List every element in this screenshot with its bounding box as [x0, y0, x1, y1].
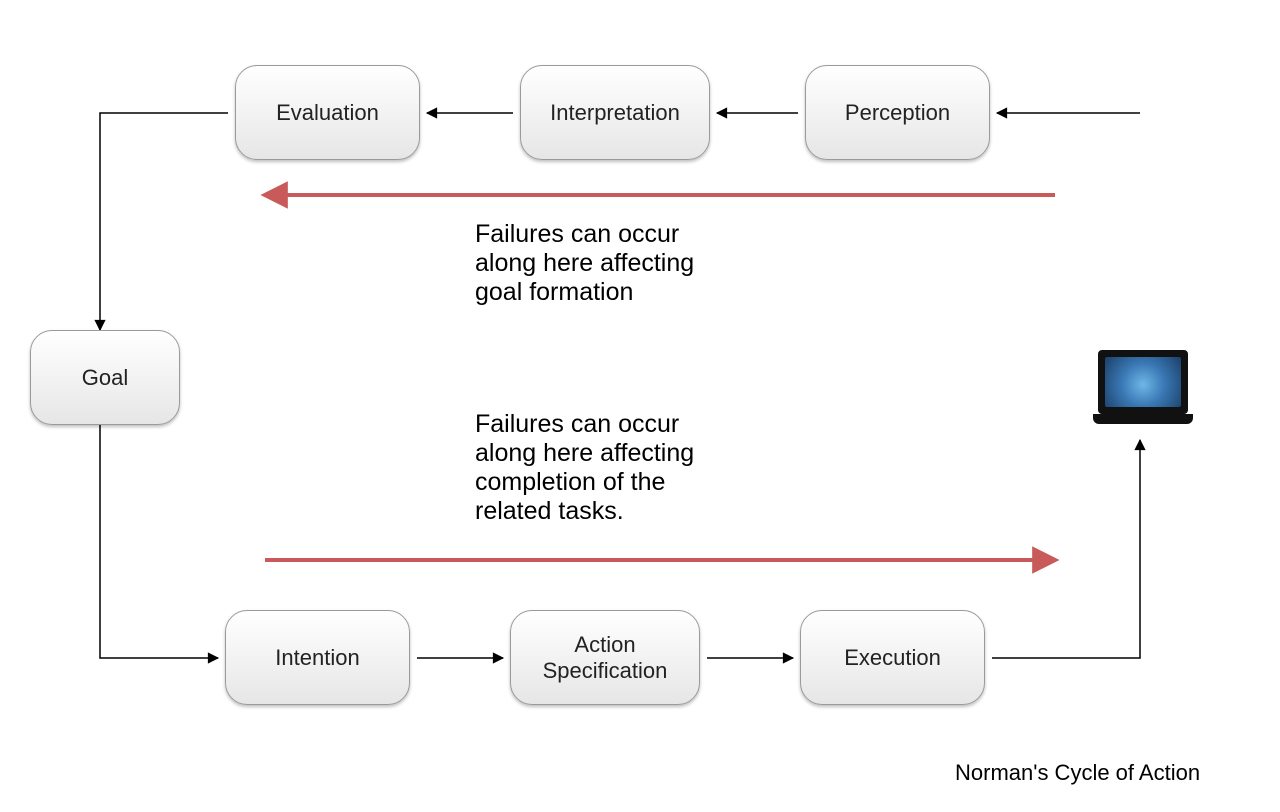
node-action-specification: Action Specification [510, 610, 700, 705]
node-label: Interpretation [550, 100, 680, 125]
node-intention: Intention [225, 610, 410, 705]
node-label: Perception [845, 100, 950, 125]
diagram-caption: Norman's Cycle of Action [955, 760, 1200, 786]
annotation-bottom: Failures can occur along here affecting … [475, 410, 694, 526]
node-label: Intention [275, 645, 359, 670]
node-label: Evaluation [276, 100, 379, 125]
node-execution: Execution [800, 610, 985, 705]
node-evaluation: Evaluation [235, 65, 420, 160]
node-label: Goal [82, 365, 128, 390]
annotation-top: Failures can occur along here affecting … [475, 220, 694, 307]
node-interpretation: Interpretation [520, 65, 710, 160]
diagram-canvas: Goal Evaluation Interpretation Perceptio… [0, 0, 1280, 812]
node-label: Execution [844, 645, 941, 670]
node-goal: Goal [30, 330, 180, 425]
node-perception: Perception [805, 65, 990, 160]
node-label: Action Specification [543, 632, 668, 683]
laptop-icon [1098, 350, 1193, 424]
